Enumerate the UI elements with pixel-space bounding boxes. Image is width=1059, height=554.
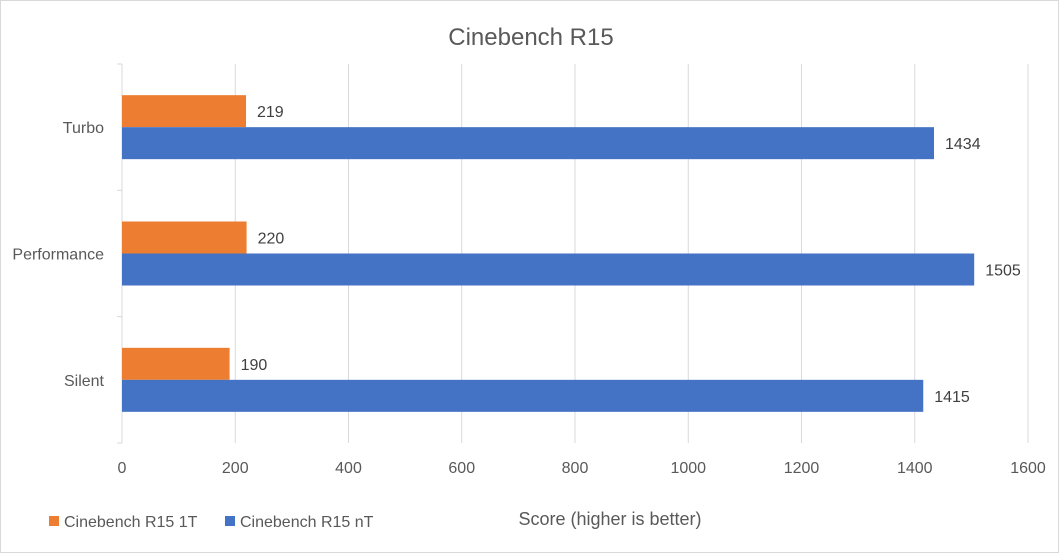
- chart-title: Cinebench R15: [448, 24, 613, 51]
- legend-swatch: [225, 516, 235, 526]
- legend: Cinebench R15 1T Cinebench R15 nT: [49, 514, 374, 531]
- data-label: 1505: [985, 263, 1021, 280]
- axes: [117, 63, 123, 444]
- legend-label: Cinebench R15 nT: [240, 514, 374, 531]
- x-tick-label: 1000: [670, 460, 706, 477]
- bar-1t: [122, 95, 247, 128]
- category-label: Turbo: [63, 120, 104, 137]
- data-label: 219: [257, 104, 284, 121]
- x-tick-label: 400: [335, 460, 362, 477]
- data-label: 1434: [945, 136, 981, 153]
- x-tick-label: 1400: [897, 460, 933, 477]
- bar-1t: [122, 221, 247, 254]
- bar-nt: [122, 127, 935, 160]
- bar-nt: [122, 253, 975, 286]
- x-tick-label: 200: [222, 460, 249, 477]
- legend-label: Cinebench R15 1T: [64, 514, 198, 531]
- x-tick-label: 1200: [784, 460, 820, 477]
- category-label: Silent: [64, 373, 105, 390]
- x-tick-label: 800: [562, 460, 589, 477]
- x-tick-label: 1600: [1010, 460, 1046, 477]
- data-labels: 219 1434 220 1505 190 1415: [241, 104, 1021, 406]
- x-tick-labels: 0 200 400 600 800 1000 1200 1400 1600: [118, 460, 1046, 477]
- category-label: Performance: [12, 247, 104, 264]
- bar-1t: [122, 347, 230, 380]
- category-labels: Turbo Performance Silent: [12, 120, 104, 390]
- x-tick-label: 600: [448, 460, 475, 477]
- bar-nt: [122, 379, 924, 412]
- data-label: 220: [258, 231, 285, 248]
- bars: [122, 95, 975, 412]
- data-label: 1415: [934, 389, 970, 406]
- x-axis-title: Score (higher is better): [518, 509, 701, 529]
- x-tick-label: 0: [118, 460, 127, 477]
- data-label: 190: [241, 357, 268, 374]
- legend-swatch: [49, 516, 59, 526]
